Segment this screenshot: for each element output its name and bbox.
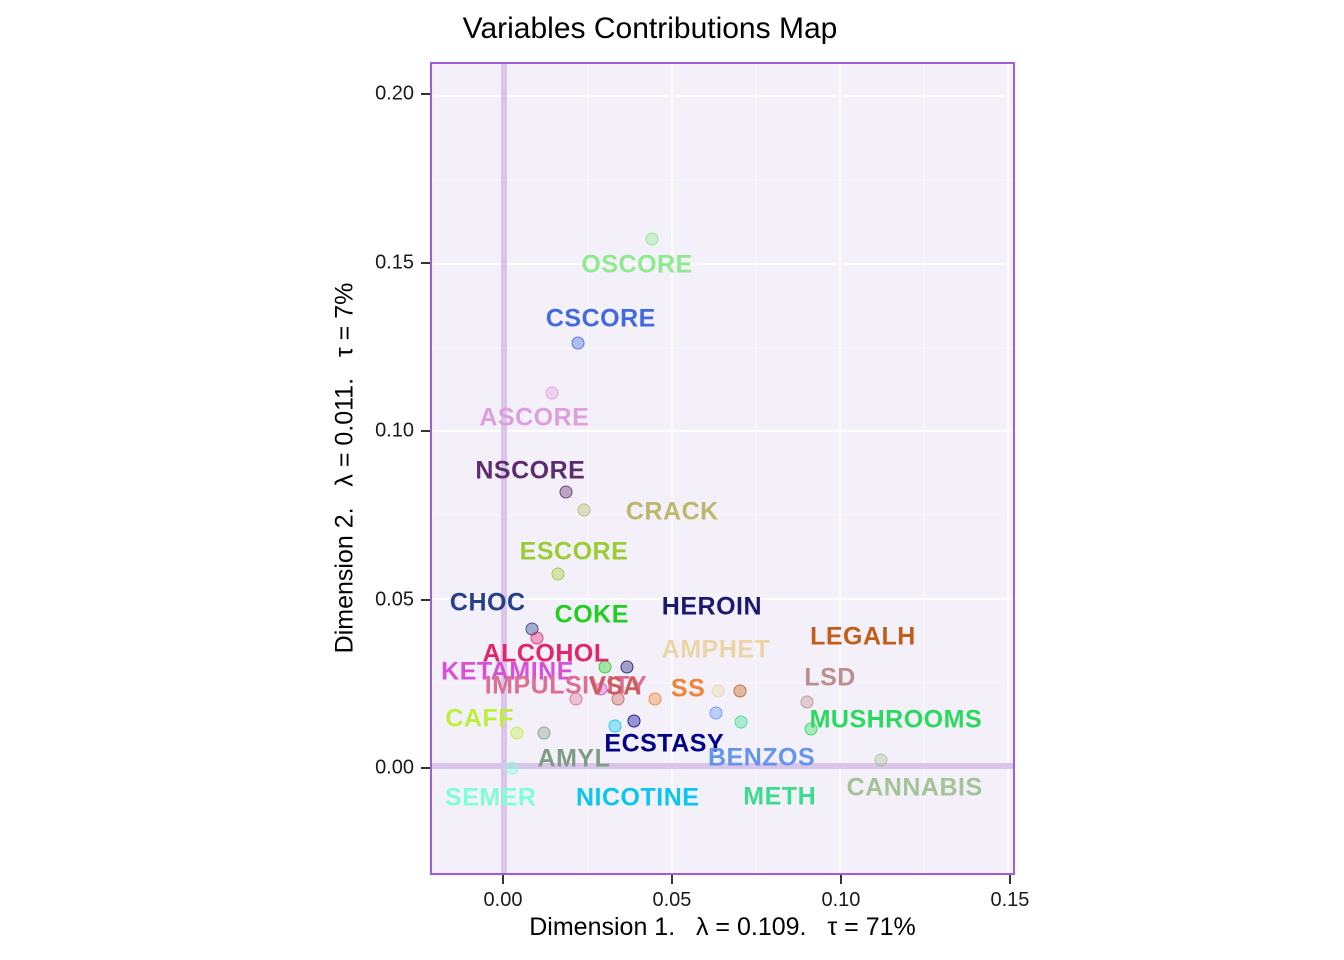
x-tick-mark [501,875,504,884]
variable-label-ecstasy: ECSTASY [604,729,725,758]
y-zero-reference-line [432,763,1013,770]
y-tick-mark [421,93,430,96]
variable-label-oscore: OSCORE [581,250,693,279]
variable-label-semer: SEMER [445,783,537,812]
variable-label-benzos: BENZOS [708,743,816,772]
data-point-legalh [733,684,747,698]
data-point-vsa [611,692,625,706]
grid-major-horizontal [432,262,1013,265]
y-tick-label: 0.05 [375,588,414,610]
x-axis: 0.00 0.05 0.10 0.15 [430,875,1029,923]
data-point-amyl [537,726,551,740]
y-tick-mark [421,598,430,601]
variable-label-impulsivity: IMPULSIVITY [484,671,648,700]
grid-minor-vertical [755,64,757,873]
variable-label-ss: SS [670,674,706,703]
data-point-heroin [620,660,634,674]
data-point-amphet [711,684,725,698]
grid-major-vertical [839,64,842,873]
grid-minor-vertical [923,64,925,873]
grid-minor-horizontal [432,682,1013,684]
variable-label-amyl: AMYL [537,744,611,773]
grid-major-vertical [1006,64,1009,873]
data-point-alcohol [530,631,544,645]
variable-label-amphet: AMPHET [661,635,771,664]
variable-label-lsd: LSD [804,663,856,692]
variable-label-cscore: CSCORE [545,304,656,333]
y-tick-mark [421,261,430,264]
grid-minor-horizontal [432,514,1013,516]
data-point-ecstasy [627,714,641,728]
data-point-benzos [709,706,723,720]
variable-label-alcohol: ALCOHOL [482,639,610,668]
x-axis-title: Dimension 1. λ = 0.109. τ = 71% [529,913,916,941]
data-point-nscore [559,485,573,499]
variable-label-crack: CRACK [625,497,719,526]
grid-major-horizontal [432,430,1013,433]
data-point-lsd [800,695,814,709]
data-point-cscore [571,336,585,350]
x-tick-mark [1008,875,1011,884]
grid-major-vertical [671,64,674,873]
data-point-nicotine [608,719,622,733]
variable-label-ketamine: KETAMINE [441,657,574,686]
data-point-ss [648,692,662,706]
data-point-mushrooms [804,722,818,736]
variable-label-vsa: VSA [588,672,642,701]
variable-label-heroin: HEROIN [661,592,763,621]
data-point-crack [577,503,591,517]
data-point-impulsivity [569,692,583,706]
variable-label-choc: CHOC [449,588,526,617]
grid-minor-horizontal [432,179,1013,181]
y-axis: 0.00 0.05 0.10 0.15 0.20 [350,62,430,875]
y-tick-mark [421,430,430,433]
data-point-ascore [545,386,559,400]
data-point-oscore [645,232,658,246]
y-tick-label: 0.10 [375,419,414,442]
x-tick-label: 0.15 [990,889,1030,911]
data-point-semer [505,761,519,775]
variable-label-meth: METH [743,782,817,811]
data-point-escore [551,567,565,581]
data-point-cannabis [874,753,888,767]
variable-label-escore: ESCORE [519,537,629,566]
x-zero-reference-line [501,64,508,873]
variable-label-mushrooms: MUSHROOMS [809,705,983,733]
variable-label-nicotine: NICOTINE [576,783,700,812]
grid-major-horizontal [432,95,1013,98]
variable-label-cannabis: CANNABIS [846,773,983,802]
x-tick-label: 0.05 [652,889,692,911]
variable-label-legalh: LEGALH [810,622,916,651]
variable-label-nscore: NSCORE [475,456,586,485]
data-point-caff [510,726,524,740]
y-tick-label: 0.00 [375,756,414,779]
variable-label-caff: CAFF [445,704,514,732]
data-point-meth [734,715,748,729]
data-point-coke [598,660,612,674]
grid-major-horizontal [432,597,1013,600]
variable-label-ascore: ASCORE [479,403,590,432]
grid-minor-horizontal [432,347,1013,349]
x-tick-mark [670,875,673,884]
y-tick-label: 0.15 [375,251,414,274]
x-tick-label: 0.00 [483,889,523,911]
y-tick-label: 0.20 [375,82,414,105]
x-tick-label: 0.10 [821,889,861,911]
chart-title: Variables Contributions Map [462,12,838,45]
y-tick-mark [421,766,430,769]
x-tick-mark [839,875,842,884]
data-point-ketamine [594,682,608,696]
plot-panel: OSCORE CSCORE ASCORE NSCORE CRACK ESCORE CHOC C… [430,62,1015,875]
grid-minor-vertical [587,64,589,873]
variable-label-coke: COKE [554,600,629,629]
